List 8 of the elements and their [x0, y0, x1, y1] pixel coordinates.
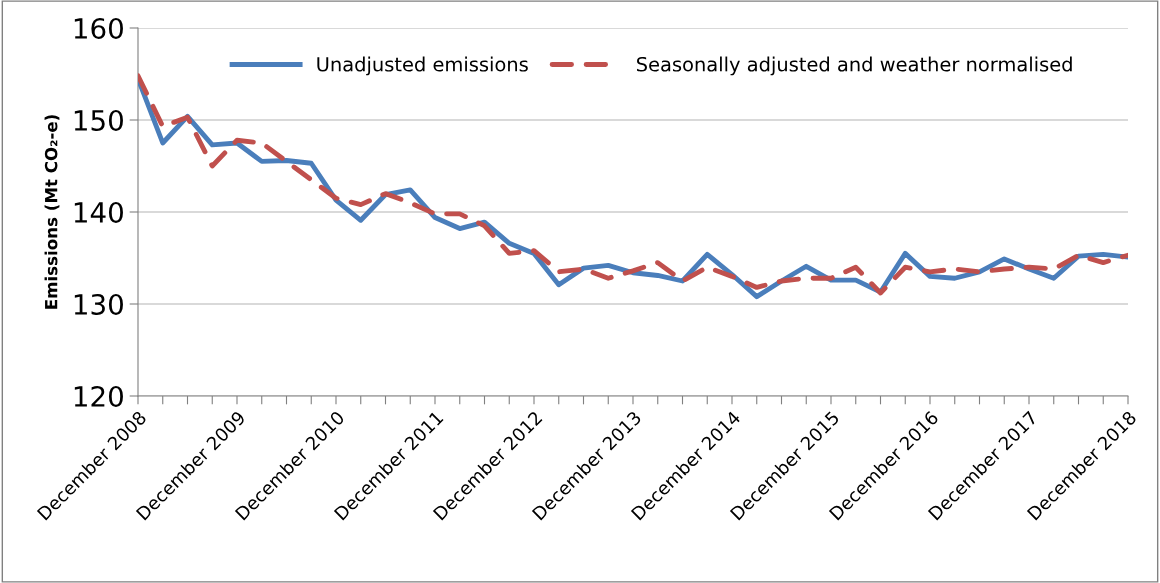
- y-tick-label: 120: [74, 385, 123, 407]
- y-tick-label: 150: [74, 109, 123, 131]
- legend-label: Seasonally adjusted and weather normalised: [637, 56, 1072, 76]
- legend-label: Unadjusted emissions: [317, 56, 528, 76]
- y-tick-label: 130: [74, 293, 123, 315]
- y-axis-title: Emissions (Mt CO₂-e): [44, 115, 60, 309]
- y-tick-label: 140: [74, 201, 123, 223]
- y-tick-label: 160: [74, 17, 123, 39]
